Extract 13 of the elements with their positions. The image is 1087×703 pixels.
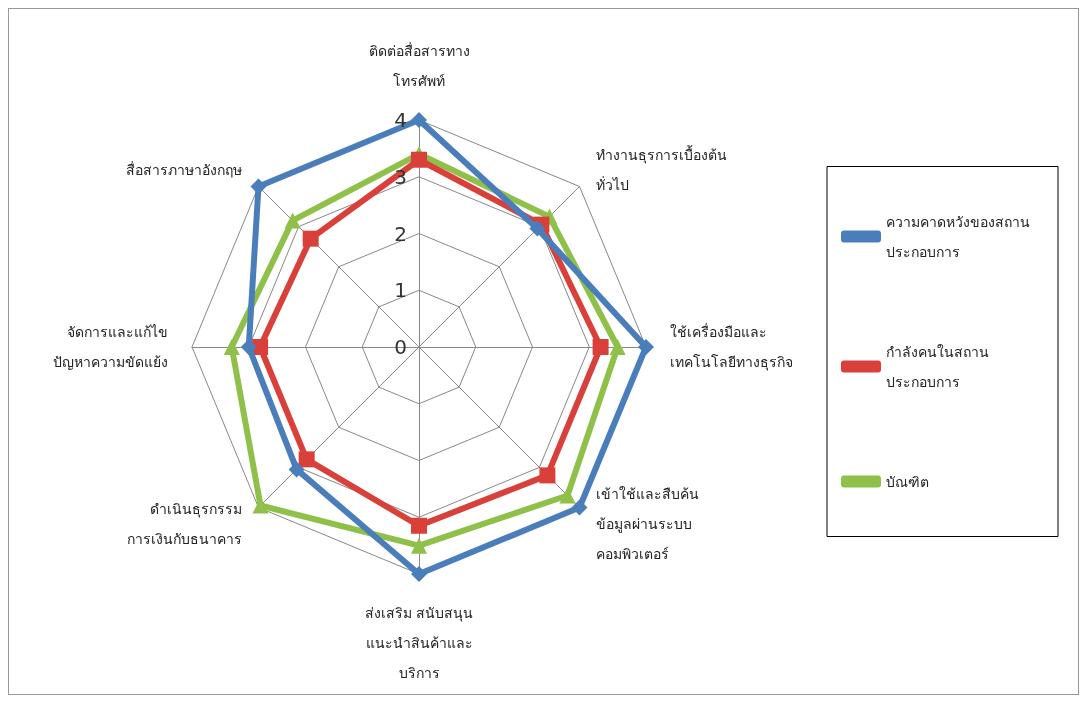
y-tick-label: 2 [394,221,407,246]
spoke-label: สื่อสารภาษาอังกฤษ [125,160,242,178]
legend-label: กำลังคนในสถาน ประกอบการ [886,343,989,390]
spoke-label: ติดต่อสื่อสารทาง โทรศัพท์ [368,42,470,89]
spoke-label: ดำเนินธุรกรรม การเงินกับธนาคาร [126,501,242,548]
spoke-label: ใช้เครื่องมือและ เทคโนโลยีทางธุรกิจ [670,323,793,371]
y-tick-label: 1 [394,278,407,303]
spoke-label: ส่งเสริม สนับสนุน แนะนำสินค้าและ บริการ [364,605,474,681]
spoke-label: จัดการและแก้ไข ปัญหาความขัดแย้ง [53,324,168,370]
spoke-label: ทำงานธุรการเบื้องต้น ทั่วไป [596,144,728,193]
legend-label: บัณฑิต [886,473,929,490]
legend-label: ความคาดหวังของสถาน ประกอบการ [886,213,1030,260]
spoke-label: เข้าใช้และสืบค้น ข้อมูลผ่านระบบ คอมพิวเตอร์ [596,486,700,563]
